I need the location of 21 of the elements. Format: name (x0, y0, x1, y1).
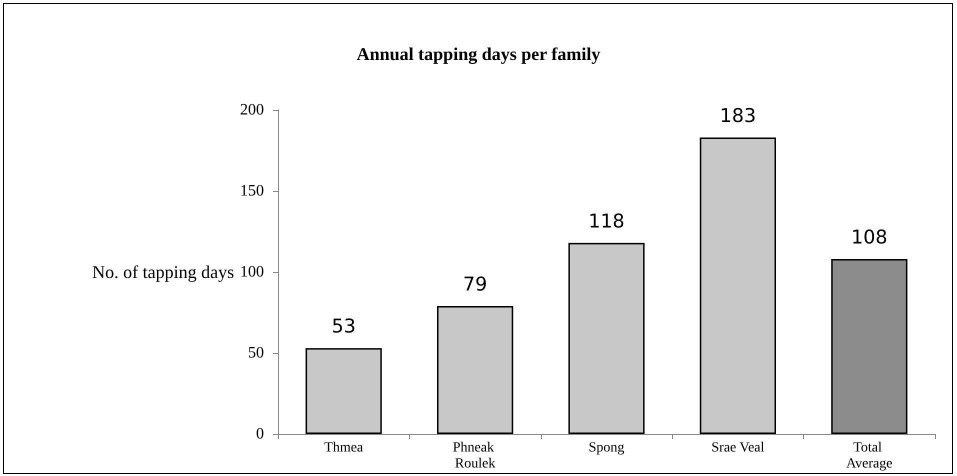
y-tick-label: 200 (240, 102, 264, 118)
x-tick-label: Spong (588, 440, 624, 456)
bar (436, 306, 514, 434)
chart-title: Annual tapping days per family (356, 44, 600, 64)
x-tick-label: Srae Veal (711, 440, 765, 456)
data-label: 53 (332, 316, 356, 338)
x-tick-label: Total Average (846, 440, 892, 472)
y-axis-title: No. of tapping days (92, 262, 234, 282)
y-tick-label: 0 (256, 426, 264, 442)
data-label: 79 (463, 274, 488, 296)
x-tick-label: Thmea (324, 440, 364, 456)
data-label: 118 (588, 210, 625, 232)
y-tick-label: 150 (240, 182, 264, 200)
bar (700, 138, 776, 434)
x-tick-label: Phneak Roulek (452, 440, 498, 472)
y-tick-label: 50 (248, 344, 264, 362)
bar (568, 242, 645, 434)
bar (306, 348, 382, 434)
data-label: 183 (720, 105, 756, 128)
data-label: 108 (851, 226, 888, 249)
y-tick-label: 100 (240, 264, 264, 280)
